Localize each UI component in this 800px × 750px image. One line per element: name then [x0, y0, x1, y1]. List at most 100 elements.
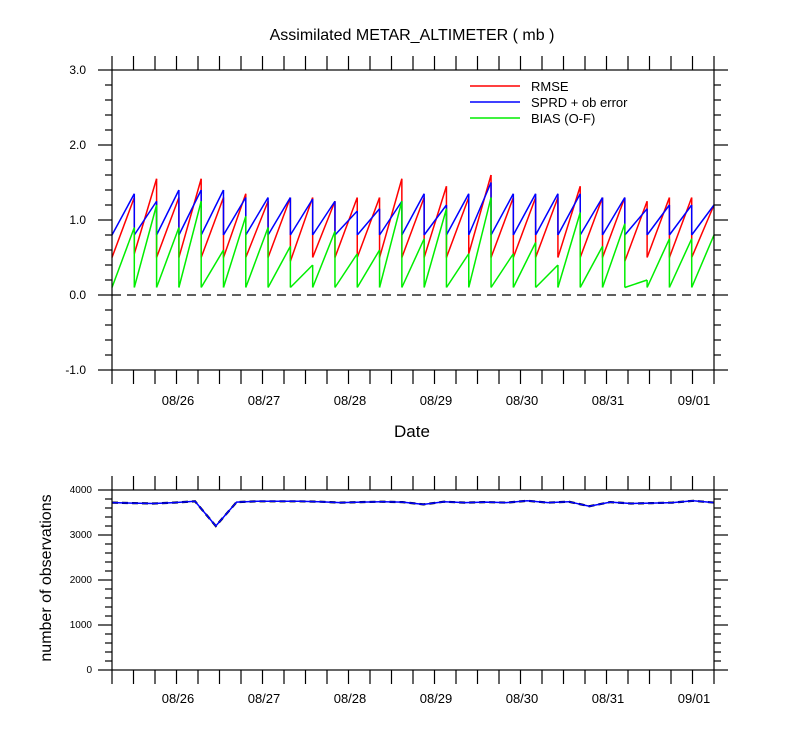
- series-bias-segment: [178, 201, 202, 288]
- series-rmse-segment: [601, 197, 626, 258]
- series-bias-segment: [624, 279, 648, 289]
- series-sprd-segment: [691, 204, 715, 236]
- bottom-x-tick-label: 09/01: [678, 691, 711, 706]
- series-sprd-segment: [245, 197, 269, 236]
- series-rmse-segment: [401, 197, 425, 258]
- top-x-tick-label: 08/29: [420, 393, 453, 408]
- bottom-ticks: [98, 476, 728, 684]
- top-y-tick-label: 3.0: [69, 63, 86, 77]
- series-rmse-segment: [200, 197, 225, 258]
- series-sprd-segment: [222, 197, 247, 236]
- series-sprd-segment: [601, 197, 626, 236]
- bottom-x-tick-label: 08/26: [162, 691, 195, 706]
- series-sprd-segment: [378, 200, 403, 236]
- series-rmse-segment: [334, 197, 358, 258]
- series-bias-segment: [601, 223, 626, 288]
- series-bias-segment: [334, 253, 358, 288]
- bottom-x-tick-label: 08/29: [420, 691, 453, 706]
- series-sprd-segment: [668, 204, 693, 236]
- series-bias-segment: [468, 197, 492, 288]
- series-rmse-segment: [155, 197, 180, 258]
- series-rmse-segment: [445, 197, 470, 258]
- series-sprd-segment: [490, 193, 514, 236]
- series-bias-segment: [401, 238, 425, 288]
- top-x-tick-label: 08/27: [248, 393, 281, 408]
- top-series-lines: [111, 174, 715, 289]
- series-sprd-segment: [557, 193, 581, 236]
- series-bias-segment: [222, 216, 247, 288]
- series-rmse-segment: [245, 200, 269, 258]
- series-bias-segment: [691, 234, 715, 288]
- series-bias-segment: [378, 201, 403, 288]
- top-y-tick-label: 0.0: [69, 288, 86, 302]
- series-sprd-segment: [468, 182, 492, 236]
- series-bias-segment: [646, 238, 671, 288]
- top-x-tick-label: 09/01: [678, 393, 711, 408]
- top-chart-title: Assimilated METAR_ALTIMETER ( mb ): [270, 27, 555, 44]
- series-bias-segment: [356, 249, 381, 288]
- bottom-series-lines: [111, 499, 715, 528]
- top-plot-frame: [111, 69, 715, 371]
- bottom-y-tick-label: 4000: [70, 485, 93, 496]
- series-sprd-segment: [267, 197, 292, 236]
- series-rmse-segment: [111, 197, 135, 258]
- series-sprd-segment: [646, 204, 671, 236]
- series-rmse-segment: [133, 178, 158, 254]
- bottom-plot-frame: [111, 489, 715, 671]
- top-y-tick-labels: -1.0 0.0 1.0 2.0 3.0: [65, 63, 86, 377]
- series-rmse-segment: [490, 197, 515, 258]
- series-bias-segment: [512, 242, 537, 288]
- series-sprd-segment: [178, 189, 202, 236]
- bottom-x-tick-labels: 08/26 08/27 08/28 08/29 08/30 08/31 09/0…: [162, 691, 711, 706]
- series-rmse-segment: [624, 200, 648, 262]
- series-sprd-segment: [155, 189, 180, 236]
- series-possible-observations: [111, 499, 715, 528]
- series-rmse-segment: [356, 197, 381, 258]
- series-bias-segment: [289, 264, 314, 289]
- top-x-axis-label: Date: [394, 422, 430, 441]
- series-bias-segment: [445, 253, 470, 288]
- bottom-x-tick-label: 08/31: [592, 691, 625, 706]
- legend-label-sprd: SPRD + ob error: [531, 95, 628, 110]
- series-rmse-segment: [534, 197, 559, 258]
- top-y-tick-label: 2.0: [69, 138, 86, 152]
- series-sprd-segment: [512, 193, 537, 236]
- legend: RMSE SPRD + ob error BIAS (O-F): [470, 79, 628, 126]
- series-rmse-segment: [423, 186, 448, 258]
- top-ticks: [98, 56, 728, 384]
- top-y-tick-label: 1.0: [69, 213, 86, 227]
- series-sprd-segment: [624, 208, 648, 236]
- bottom-y-tick-label: 2000: [70, 575, 93, 586]
- series-bias-segment: [133, 204, 158, 288]
- top-x-tick-label: 08/28: [334, 393, 367, 408]
- series-bias-segment: [200, 249, 225, 288]
- top-y-tick-label: -1.0: [65, 363, 86, 377]
- series-rmse-segment: [512, 197, 537, 258]
- series-bias-segment: [490, 253, 514, 288]
- series-rmse-segment: [468, 174, 492, 254]
- legend-label-rmse: RMSE: [531, 79, 569, 94]
- series-bias-segment: [535, 264, 559, 289]
- series-sprd-segment: [289, 198, 314, 236]
- bottom-y-tick-label: 3000: [70, 530, 93, 541]
- series-bias-segment: [311, 230, 336, 288]
- top-x-tick-labels: 08/26 08/27 08/28 08/29 08/30 08/31 09/0…: [162, 393, 711, 408]
- series-sprd-segment: [579, 197, 604, 236]
- series-rmse-segment: [579, 197, 604, 258]
- series-sprd-segment: [133, 200, 158, 236]
- series-bias-segment: [267, 245, 292, 288]
- series-rmse-segment: [668, 197, 693, 258]
- series-rmse-segment: [691, 204, 715, 258]
- bottom-x-tick-label: 08/27: [248, 691, 281, 706]
- series-bias-segment: [245, 227, 269, 288]
- series-sprd-segment: [423, 204, 448, 236]
- series-sprd-segment: [445, 193, 470, 236]
- series-sprd-segment: [401, 193, 425, 236]
- bottom-y-tick-labels: 0 1000 2000 3000 4000: [70, 485, 93, 676]
- series-sprd-segment: [111, 193, 135, 236]
- series-sprd-segment: [334, 210, 358, 236]
- bottom-x-tick-label: 08/30: [506, 691, 539, 706]
- top-panel: Assimilated METAR_ALTIMETER ( mb ) -1.0 …: [65, 27, 728, 441]
- series-rmse-segment: [289, 197, 314, 262]
- top-x-tick-label: 08/30: [506, 393, 539, 408]
